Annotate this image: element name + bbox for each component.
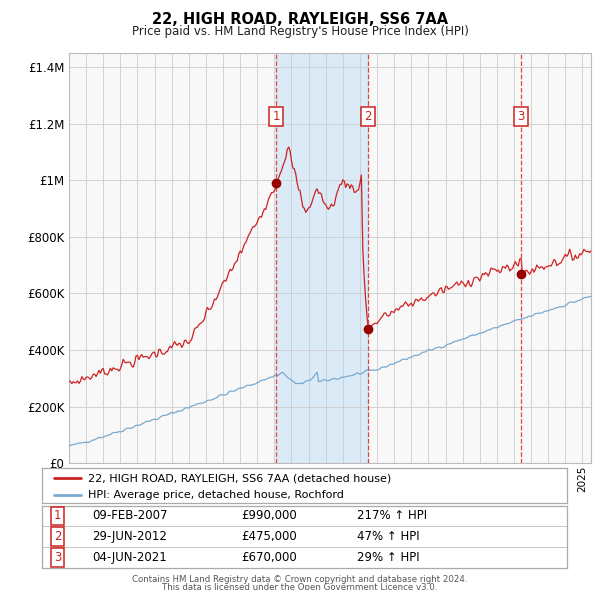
Text: 22, HIGH ROAD, RAYLEIGH, SS6 7AA (detached house): 22, HIGH ROAD, RAYLEIGH, SS6 7AA (detach… [88,473,391,483]
Text: 3: 3 [54,550,61,564]
Text: 09-FEB-2007: 09-FEB-2007 [92,509,167,523]
Text: 29% ↑ HPI: 29% ↑ HPI [357,550,419,564]
Text: HPI: Average price, detached house, Rochford: HPI: Average price, detached house, Roch… [88,490,344,500]
Text: 2: 2 [54,530,62,543]
Text: 1: 1 [272,110,280,123]
Text: Contains HM Land Registry data © Crown copyright and database right 2024.: Contains HM Land Registry data © Crown c… [132,575,468,584]
Text: 29-JUN-2012: 29-JUN-2012 [92,530,167,543]
Text: £475,000: £475,000 [241,530,297,543]
Text: 2: 2 [365,110,372,123]
Text: 217% ↑ HPI: 217% ↑ HPI [357,509,427,523]
Text: £990,000: £990,000 [241,509,297,523]
Text: 22, HIGH ROAD, RAYLEIGH, SS6 7AA: 22, HIGH ROAD, RAYLEIGH, SS6 7AA [152,12,448,27]
Text: This data is licensed under the Open Government Licence v3.0.: This data is licensed under the Open Gov… [163,583,437,590]
Text: 04-JUN-2021: 04-JUN-2021 [92,550,167,564]
Text: 47% ↑ HPI: 47% ↑ HPI [357,530,419,543]
Text: 3: 3 [517,110,525,123]
Bar [276,53,368,463]
Text: 1: 1 [54,509,62,523]
Text: £670,000: £670,000 [241,550,297,564]
Text: Price paid vs. HM Land Registry's House Price Index (HPI): Price paid vs. HM Land Registry's House … [131,25,469,38]
